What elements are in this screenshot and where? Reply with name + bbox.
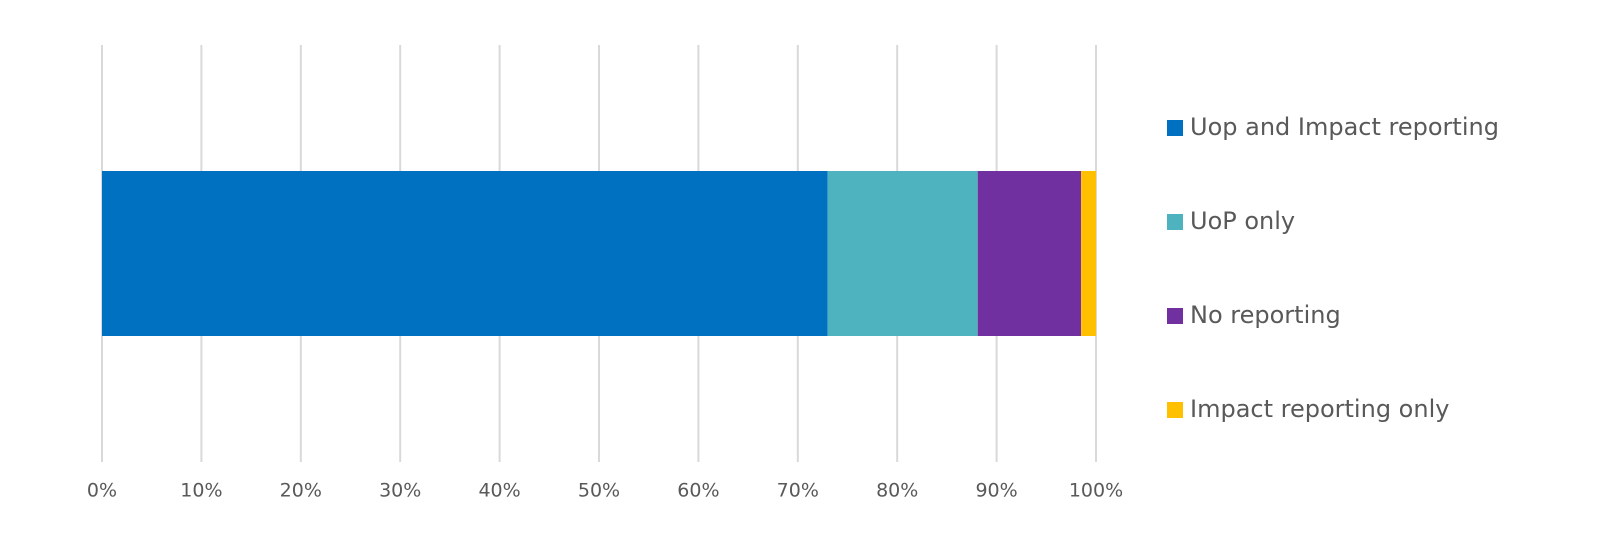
bar-segment [977,171,1082,336]
legend-swatch [1167,214,1183,230]
x-tick-label: 20% [280,480,322,502]
legend-swatch [1167,120,1183,136]
bar-segment [827,171,978,336]
bar-segment [102,171,828,336]
x-tick-label: 70% [777,480,819,502]
legend-label: UoP only [1190,207,1295,235]
x-tick-label: 50% [578,480,620,502]
x-tick-label: 90% [975,480,1017,502]
legend-swatch [1167,402,1183,418]
x-tick-label: 0% [87,480,117,502]
legend-label: Impact reporting only [1190,395,1449,423]
x-tick-label: 10% [180,480,222,502]
x-tick-label: 100% [1069,480,1123,502]
bar-segment [1081,171,1096,336]
legend-swatch [1167,308,1183,324]
x-tick-label: 60% [677,480,719,502]
legend-label: No reporting [1190,301,1341,329]
x-tick-label: 40% [478,480,520,502]
legend-label: Uop and Impact reporting [1190,113,1499,141]
x-tick-label: 30% [379,480,421,502]
x-tick-label: 80% [876,480,918,502]
